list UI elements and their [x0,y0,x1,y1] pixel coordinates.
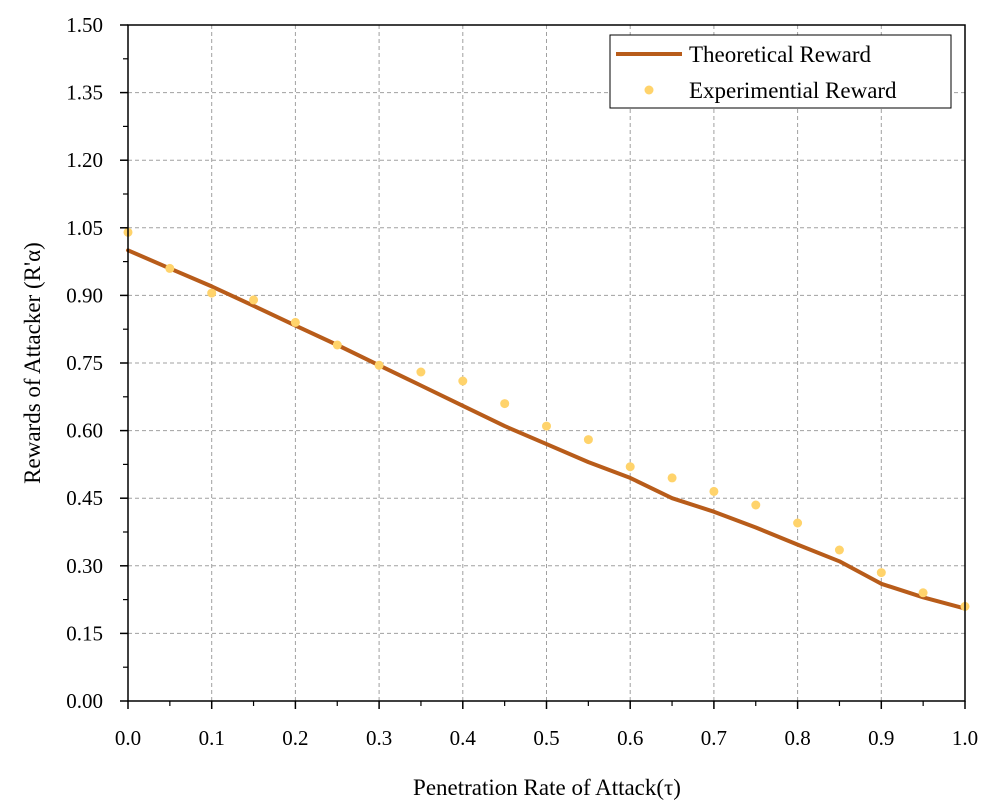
x-tick-label: 0.5 [533,726,559,750]
y-tick-label: 0.75 [66,351,103,375]
x-axis-title: Penetration Rate of Attack(τ) [413,775,681,800]
y-tick-label: 0.90 [66,283,103,307]
data-point-experimental [751,500,761,510]
data-point-experimental [249,295,259,305]
grid [128,25,965,701]
data-point-experimental [876,568,886,578]
data-point-experimental [458,376,468,386]
data-point-experimental [793,518,803,528]
data-point-experimental [374,360,384,370]
legend: Theoretical Reward Experimential Reward [609,34,952,109]
y-tick-label: 0.45 [66,486,103,510]
data-point-experimental [709,486,719,496]
data-point-experimental [207,288,217,298]
legend-dot-swatch [644,85,654,95]
y-tick-label: 1.20 [66,148,103,172]
x-tick-label: 0.9 [868,726,894,750]
x-tick-label: 0.3 [366,726,392,750]
y-tick-label: 1.50 [66,13,103,37]
legend-label-theoretical: Theoretical Reward [689,42,871,67]
data-point-experimental [416,367,426,377]
x-tick-label: 0.1 [199,726,225,750]
y-tick-label: 1.35 [66,81,103,105]
tick-labels: 0.0 0.1 0.2 0.3 0.4 0.5 0.6 0.7 0.8 0.9 1.0 0.00 0.1… [66,13,978,750]
data-point-experimental [542,421,551,431]
data-point-experimental [583,435,593,445]
x-tick-label: 1.0 [952,726,978,750]
y-tick-label: 0.30 [66,554,103,578]
data-point-experimental [625,462,635,472]
y-tick-label: 0.15 [66,621,103,645]
x-tick-label: 0.7 [701,726,727,750]
x-tick-label: 0.6 [617,726,643,750]
plot-series [123,227,970,611]
data-point-experimental [918,588,928,598]
series-line-theoretical-reward [126,248,967,611]
data-point-experimental [667,473,677,483]
data-point-experimental [290,317,300,327]
y-tick-label: 1.05 [66,216,103,240]
data-point-experimental [332,340,342,350]
experimental-points [123,227,970,611]
data-point-experimental [500,399,510,409]
legend-box [609,34,952,109]
data-point-experimental [165,263,175,273]
x-tick-label: 0.2 [282,726,308,750]
y-tick-label: 0.60 [66,419,103,443]
x-tick-label: 0.8 [784,726,810,750]
x-tick-label: 0.0 [115,726,141,750]
x-tick-label: 0.4 [450,726,477,750]
y-tick-label: 0.00 [66,689,103,713]
axis-ticks [120,24,966,709]
legend-label-experimental: Experimential Reward [689,78,897,103]
y-axis-title: Rewards of Attacker (R'α) [20,242,45,484]
data-point-experimental [834,545,844,555]
